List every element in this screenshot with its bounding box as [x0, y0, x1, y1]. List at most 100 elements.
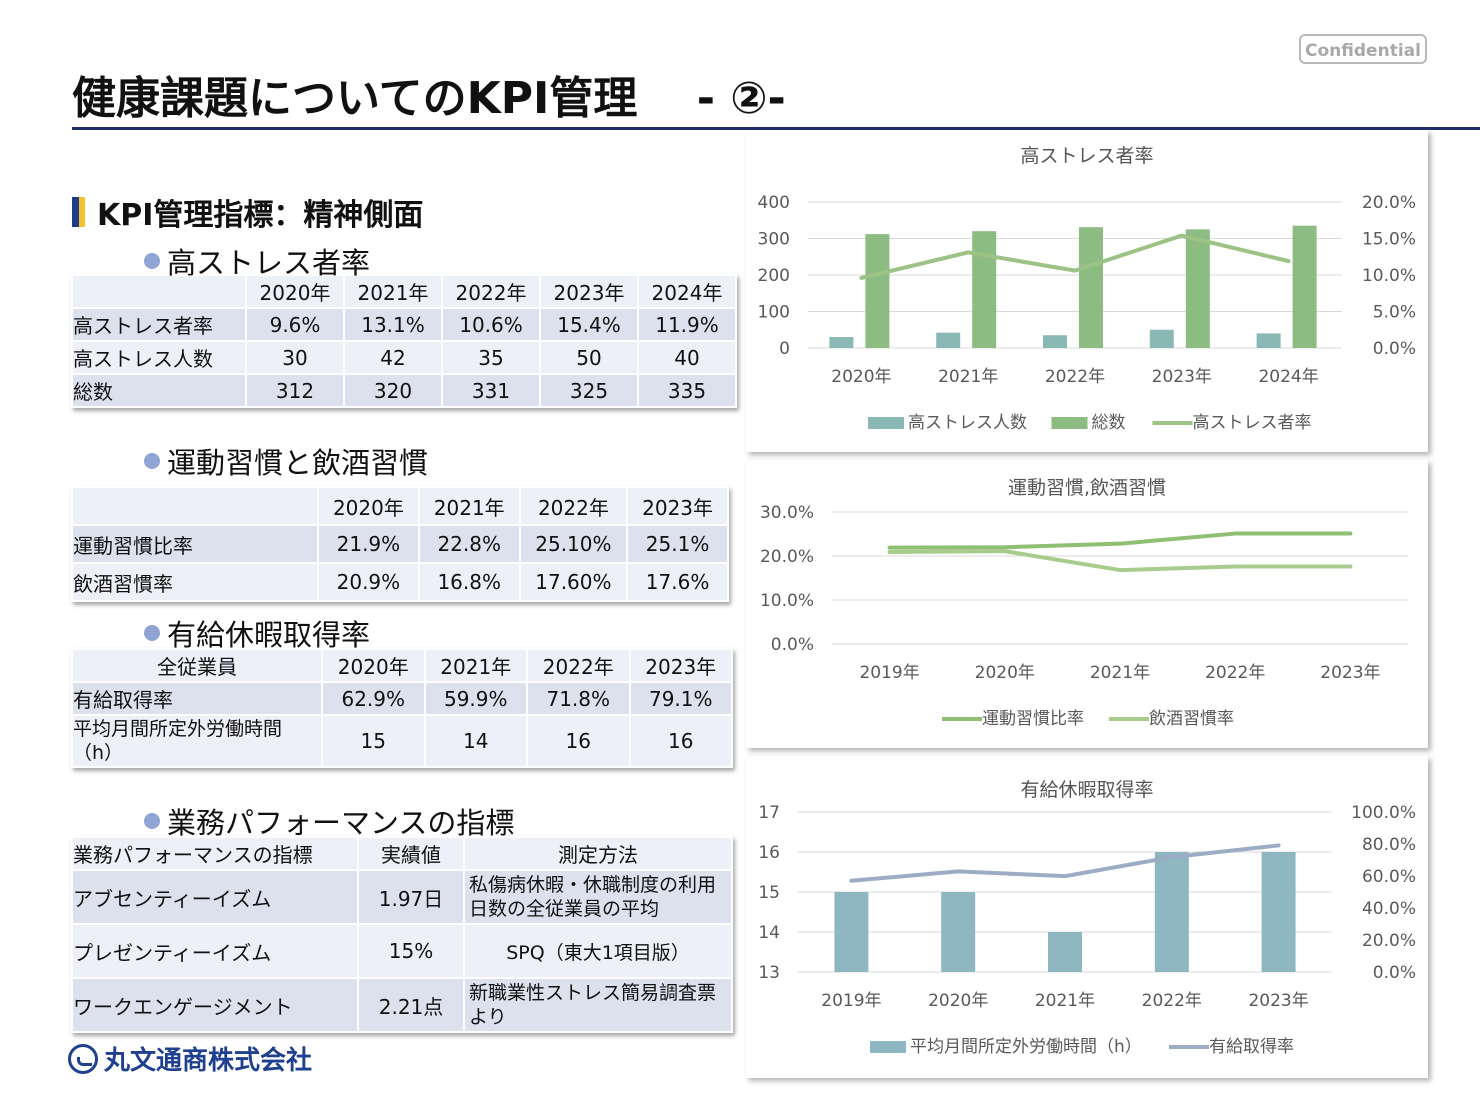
legend-label: 高ストレス人数	[908, 413, 1027, 433]
habits-chart: 運動習慣,飲酒習慣 30.0% 20.0% 10.0% 0.0% 2019年 2020年 20…	[760, 477, 1408, 729]
table-cell: 21.9%	[319, 526, 418, 562]
table-cell	[73, 276, 245, 307]
bar	[1261, 852, 1296, 972]
y-tick-label: 10.0%	[760, 591, 814, 611]
table-cell: 高ストレス人数	[73, 342, 245, 373]
table-cell: 10.6%	[443, 309, 539, 340]
x-tick-label: 2024年	[1258, 367, 1318, 387]
y-tick-label: 100	[758, 303, 790, 323]
section-title-text: KPI管理指標：精神側面	[97, 198, 424, 233]
series-line	[849, 843, 1281, 883]
legend-swatch	[1051, 417, 1088, 429]
table-cell: 335	[639, 375, 735, 406]
table-cell: 15	[323, 716, 424, 766]
bar	[1149, 329, 1174, 348]
y2-tick-label: 20.0%	[1362, 931, 1416, 951]
table-cell: 2023年	[541, 276, 637, 307]
habits-heading-text: 運動習慣と飲酒習慣	[167, 446, 429, 480]
performance-heading-text: 業務パフォーマンスの指標	[167, 806, 515, 840]
table-cell: 15.4%	[541, 309, 637, 340]
y-tick-label: 14	[758, 923, 780, 943]
x-tick-label: 2020年	[928, 991, 988, 1011]
bar	[1048, 932, 1082, 972]
table-cell: 62.9%	[323, 683, 424, 714]
table-cell: 42	[345, 342, 441, 373]
x-tick-label: 2020年	[975, 663, 1035, 683]
table-cell: アブセンティーイズム	[73, 871, 357, 923]
bar	[865, 234, 890, 348]
table-header-row: 業務パフォーマンスの指標 実績値 測定方法	[73, 838, 731, 869]
y-tick-label: 30.0%	[760, 503, 814, 523]
table-cell: 30	[247, 342, 343, 373]
bar	[1154, 852, 1189, 972]
table-cell: 2021年	[345, 276, 441, 307]
table-cell: 私傷病休暇・休職制度の利用日数の全従業員の平均	[465, 871, 731, 923]
table-cell: 15%	[359, 925, 463, 977]
stress-chart-panel: 高ストレス者率 400 300 200 100 0 20.0% 15.0% 10.0% 5.0% 0…	[746, 130, 1428, 452]
bar	[972, 231, 997, 348]
table-cell: 2023年	[630, 650, 731, 681]
x-tick-label: 2023年	[1248, 991, 1308, 1011]
x-tick-label: 2022年	[1205, 663, 1265, 683]
logo-text: 丸文通商株式会社	[104, 1046, 313, 1076]
table-cell: 16	[630, 716, 731, 766]
table-cell: 16.8%	[419, 564, 519, 600]
bar	[834, 892, 869, 972]
y-tick-label: 200	[758, 266, 790, 286]
table-cell: 1.97日	[359, 871, 463, 923]
legend-label: 平均月間所定外労働時間（h）	[910, 1037, 1142, 1057]
legend-label: 高ストレス者率	[1193, 413, 1312, 433]
table-row: 平均月間所定外労働時間（h） 15 14 16 16	[73, 716, 731, 766]
leave-chart-panel: 有給休暇取得率 17 16 15 14 13 100.0% 80.0% 60.0% 40.0% 20…	[746, 756, 1428, 1078]
table-cell: 40	[639, 342, 735, 373]
company-logo: 丸文通商株式会社	[68, 1040, 312, 1077]
y-tick-label: 15	[758, 883, 780, 903]
table-cell: 25.10%	[520, 526, 627, 562]
table-cell: 実績値	[359, 838, 463, 869]
habits-table: 2020年 2021年 2022年 2023年 運動習慣比率 21.9% 22.…	[71, 486, 729, 602]
table-row: 高ストレス人数 30 42 35 50 40	[73, 342, 735, 373]
legend-swatch	[868, 417, 904, 429]
table-cell: 2021年	[419, 488, 519, 524]
table-cell: 13.1%	[345, 309, 441, 340]
table-cell: 50	[541, 342, 637, 373]
table-header-row: 全従業員 2020年 2021年 2022年 2023年	[73, 650, 731, 681]
table-row: 飲酒習慣率 20.9% 16.8% 17.60% 17.6%	[73, 564, 727, 600]
y2-tick-label: 100.0%	[1351, 803, 1416, 823]
y-tick-label: 13	[758, 963, 780, 983]
table-cell: 17.60%	[520, 564, 627, 600]
x-tick-label: 2021年	[1090, 663, 1150, 683]
section-marker-icon	[72, 197, 85, 227]
y2-tick-label: 80.0%	[1362, 835, 1416, 855]
logo-icon	[68, 1043, 98, 1074]
table-cell: 11.9%	[639, 309, 735, 340]
table-cell: 20.9%	[319, 564, 418, 600]
table-row: 総数 312 320 331 325 335	[73, 375, 735, 406]
page-title: 健康課題についてのKPI管理 - ②-	[72, 73, 786, 124]
table-cell: 新職業性ストレス簡易調査票より	[465, 979, 731, 1031]
performance-heading: 業務パフォーマンスの指標	[144, 800, 514, 842]
table-cell: 2020年	[247, 276, 343, 307]
table-cell: 320	[345, 375, 441, 406]
habits-chart-panel: 運動習慣,飲酒習慣 30.0% 20.0% 10.0% 0.0% 2019年 2020年 20…	[746, 460, 1428, 748]
bullet-icon	[144, 625, 160, 641]
x-tick-label: 2022年	[1045, 367, 1105, 387]
y2-tick-label: 10.0%	[1362, 266, 1416, 286]
table-cell: 高ストレス者率	[73, 309, 245, 340]
table-cell: 9.6%	[247, 309, 343, 340]
y2-tick-label: 20.0%	[1362, 193, 1416, 213]
series-line	[887, 531, 1353, 550]
table-row: 運動習慣比率 21.9% 22.8% 25.10% 25.1%	[73, 526, 727, 562]
table-cell	[73, 488, 317, 524]
bar	[829, 337, 854, 348]
chart-title: 有給休暇取得率	[1020, 779, 1153, 801]
table-cell: 2022年	[520, 488, 627, 524]
x-tick-label: 2020年	[831, 367, 891, 387]
table-cell: 79.1%	[630, 683, 731, 714]
table-cell: 35	[443, 342, 539, 373]
table-cell: 22.8%	[419, 526, 519, 562]
section-title: KPI管理指標：精神側面	[72, 190, 423, 234]
y-tick-label: 17	[758, 803, 780, 823]
leave-table: 全従業員 2020年 2021年 2022年 2023年 有給取得率 62.9%…	[71, 648, 733, 768]
table-cell: 325	[541, 375, 637, 406]
